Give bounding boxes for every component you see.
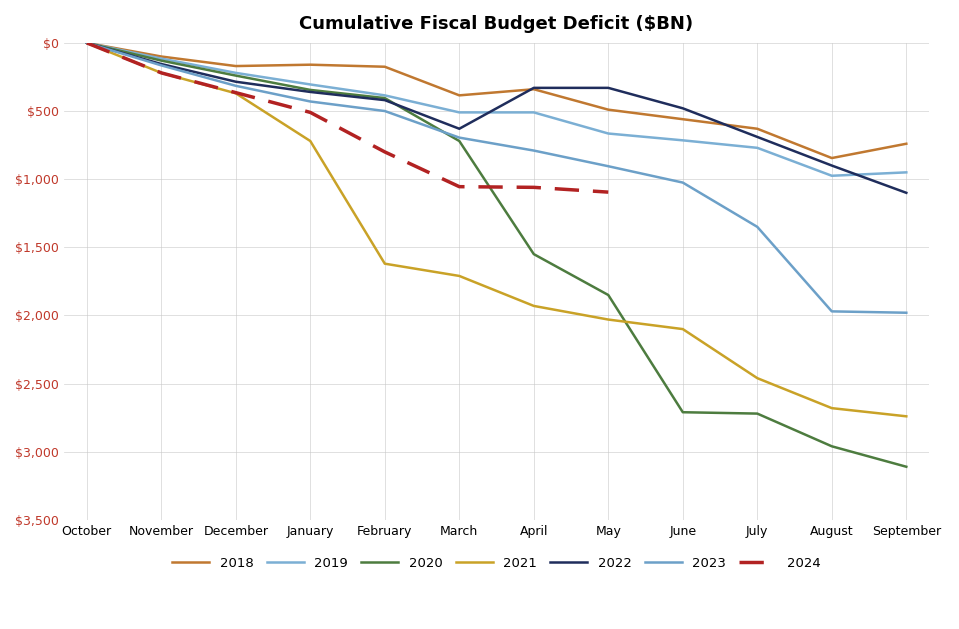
2023 — [454, 134, 465, 142]
2023 — [677, 179, 689, 186]
2023 — [602, 162, 614, 170]
2022 — [155, 60, 167, 68]
2020 — [826, 443, 837, 450]
2022 — [379, 96, 390, 104]
2020 — [230, 72, 242, 79]
2020 — [752, 410, 763, 418]
2021 — [230, 89, 242, 97]
2024 — [81, 39, 92, 47]
2020 — [81, 39, 92, 47]
2019 — [379, 92, 390, 99]
Title: Cumulative Fiscal Budget Deficit ($BN): Cumulative Fiscal Budget Deficit ($BN) — [299, 15, 693, 33]
2023 — [81, 39, 92, 47]
2021 — [454, 272, 465, 280]
Line: 2019: 2019 — [86, 43, 906, 175]
2021 — [155, 69, 167, 77]
2020 — [305, 86, 316, 94]
2023 — [752, 223, 763, 231]
2021 — [379, 260, 390, 267]
2018 — [230, 62, 242, 70]
2020 — [528, 250, 540, 258]
Line: 2023: 2023 — [86, 43, 906, 313]
Legend: 2018, 2019, 2020, 2021, 2022, 2023, 2024: 2018, 2019, 2020, 2021, 2022, 2023, 2024 — [167, 552, 826, 576]
2018 — [677, 116, 689, 123]
2024 — [155, 69, 167, 77]
Line: 2021: 2021 — [86, 43, 906, 416]
2018 — [901, 140, 912, 148]
2019 — [81, 39, 92, 47]
2023 — [230, 82, 242, 89]
Line: 2020: 2020 — [86, 43, 906, 467]
Line: 2022: 2022 — [86, 43, 906, 193]
2018 — [305, 61, 316, 69]
2024 — [528, 184, 540, 191]
2020 — [602, 291, 614, 299]
2021 — [826, 404, 837, 412]
2018 — [454, 92, 465, 99]
2022 — [901, 189, 912, 197]
2018 — [528, 86, 540, 93]
2019 — [602, 130, 614, 137]
2021 — [528, 302, 540, 309]
2019 — [901, 169, 912, 176]
2022 — [528, 84, 540, 92]
2020 — [155, 57, 167, 64]
2023 — [901, 309, 912, 316]
2022 — [81, 39, 92, 47]
2021 — [752, 374, 763, 382]
2019 — [305, 81, 316, 88]
2024 — [454, 183, 465, 191]
2019 — [752, 144, 763, 152]
2023 — [528, 147, 540, 154]
2022 — [230, 78, 242, 86]
2019 — [230, 69, 242, 77]
2023 — [305, 97, 316, 105]
2020 — [379, 94, 390, 102]
Line: 2024: 2024 — [86, 43, 608, 192]
2018 — [155, 53, 167, 60]
2023 — [826, 308, 837, 315]
2022 — [602, 84, 614, 92]
2018 — [81, 39, 92, 47]
2018 — [379, 63, 390, 70]
2020 — [901, 463, 912, 470]
2023 — [155, 62, 167, 69]
2022 — [454, 125, 465, 133]
2022 — [826, 162, 837, 169]
2022 — [752, 133, 763, 141]
2021 — [677, 325, 689, 333]
2024 — [230, 89, 242, 96]
2024 — [602, 188, 614, 196]
2024 — [305, 109, 316, 116]
2020 — [454, 137, 465, 145]
2021 — [81, 39, 92, 47]
2019 — [155, 55, 167, 62]
2021 — [602, 316, 614, 323]
2022 — [305, 88, 316, 96]
2018 — [826, 154, 837, 162]
2021 — [305, 137, 316, 145]
2024 — [379, 148, 390, 156]
2018 — [752, 125, 763, 133]
2020 — [677, 408, 689, 416]
Line: 2018: 2018 — [86, 43, 906, 158]
2019 — [528, 109, 540, 116]
2019 — [826, 172, 837, 179]
2019 — [677, 136, 689, 144]
2021 — [901, 413, 912, 420]
2018 — [602, 106, 614, 113]
2019 — [454, 109, 465, 116]
2023 — [379, 108, 390, 115]
2022 — [677, 104, 689, 112]
